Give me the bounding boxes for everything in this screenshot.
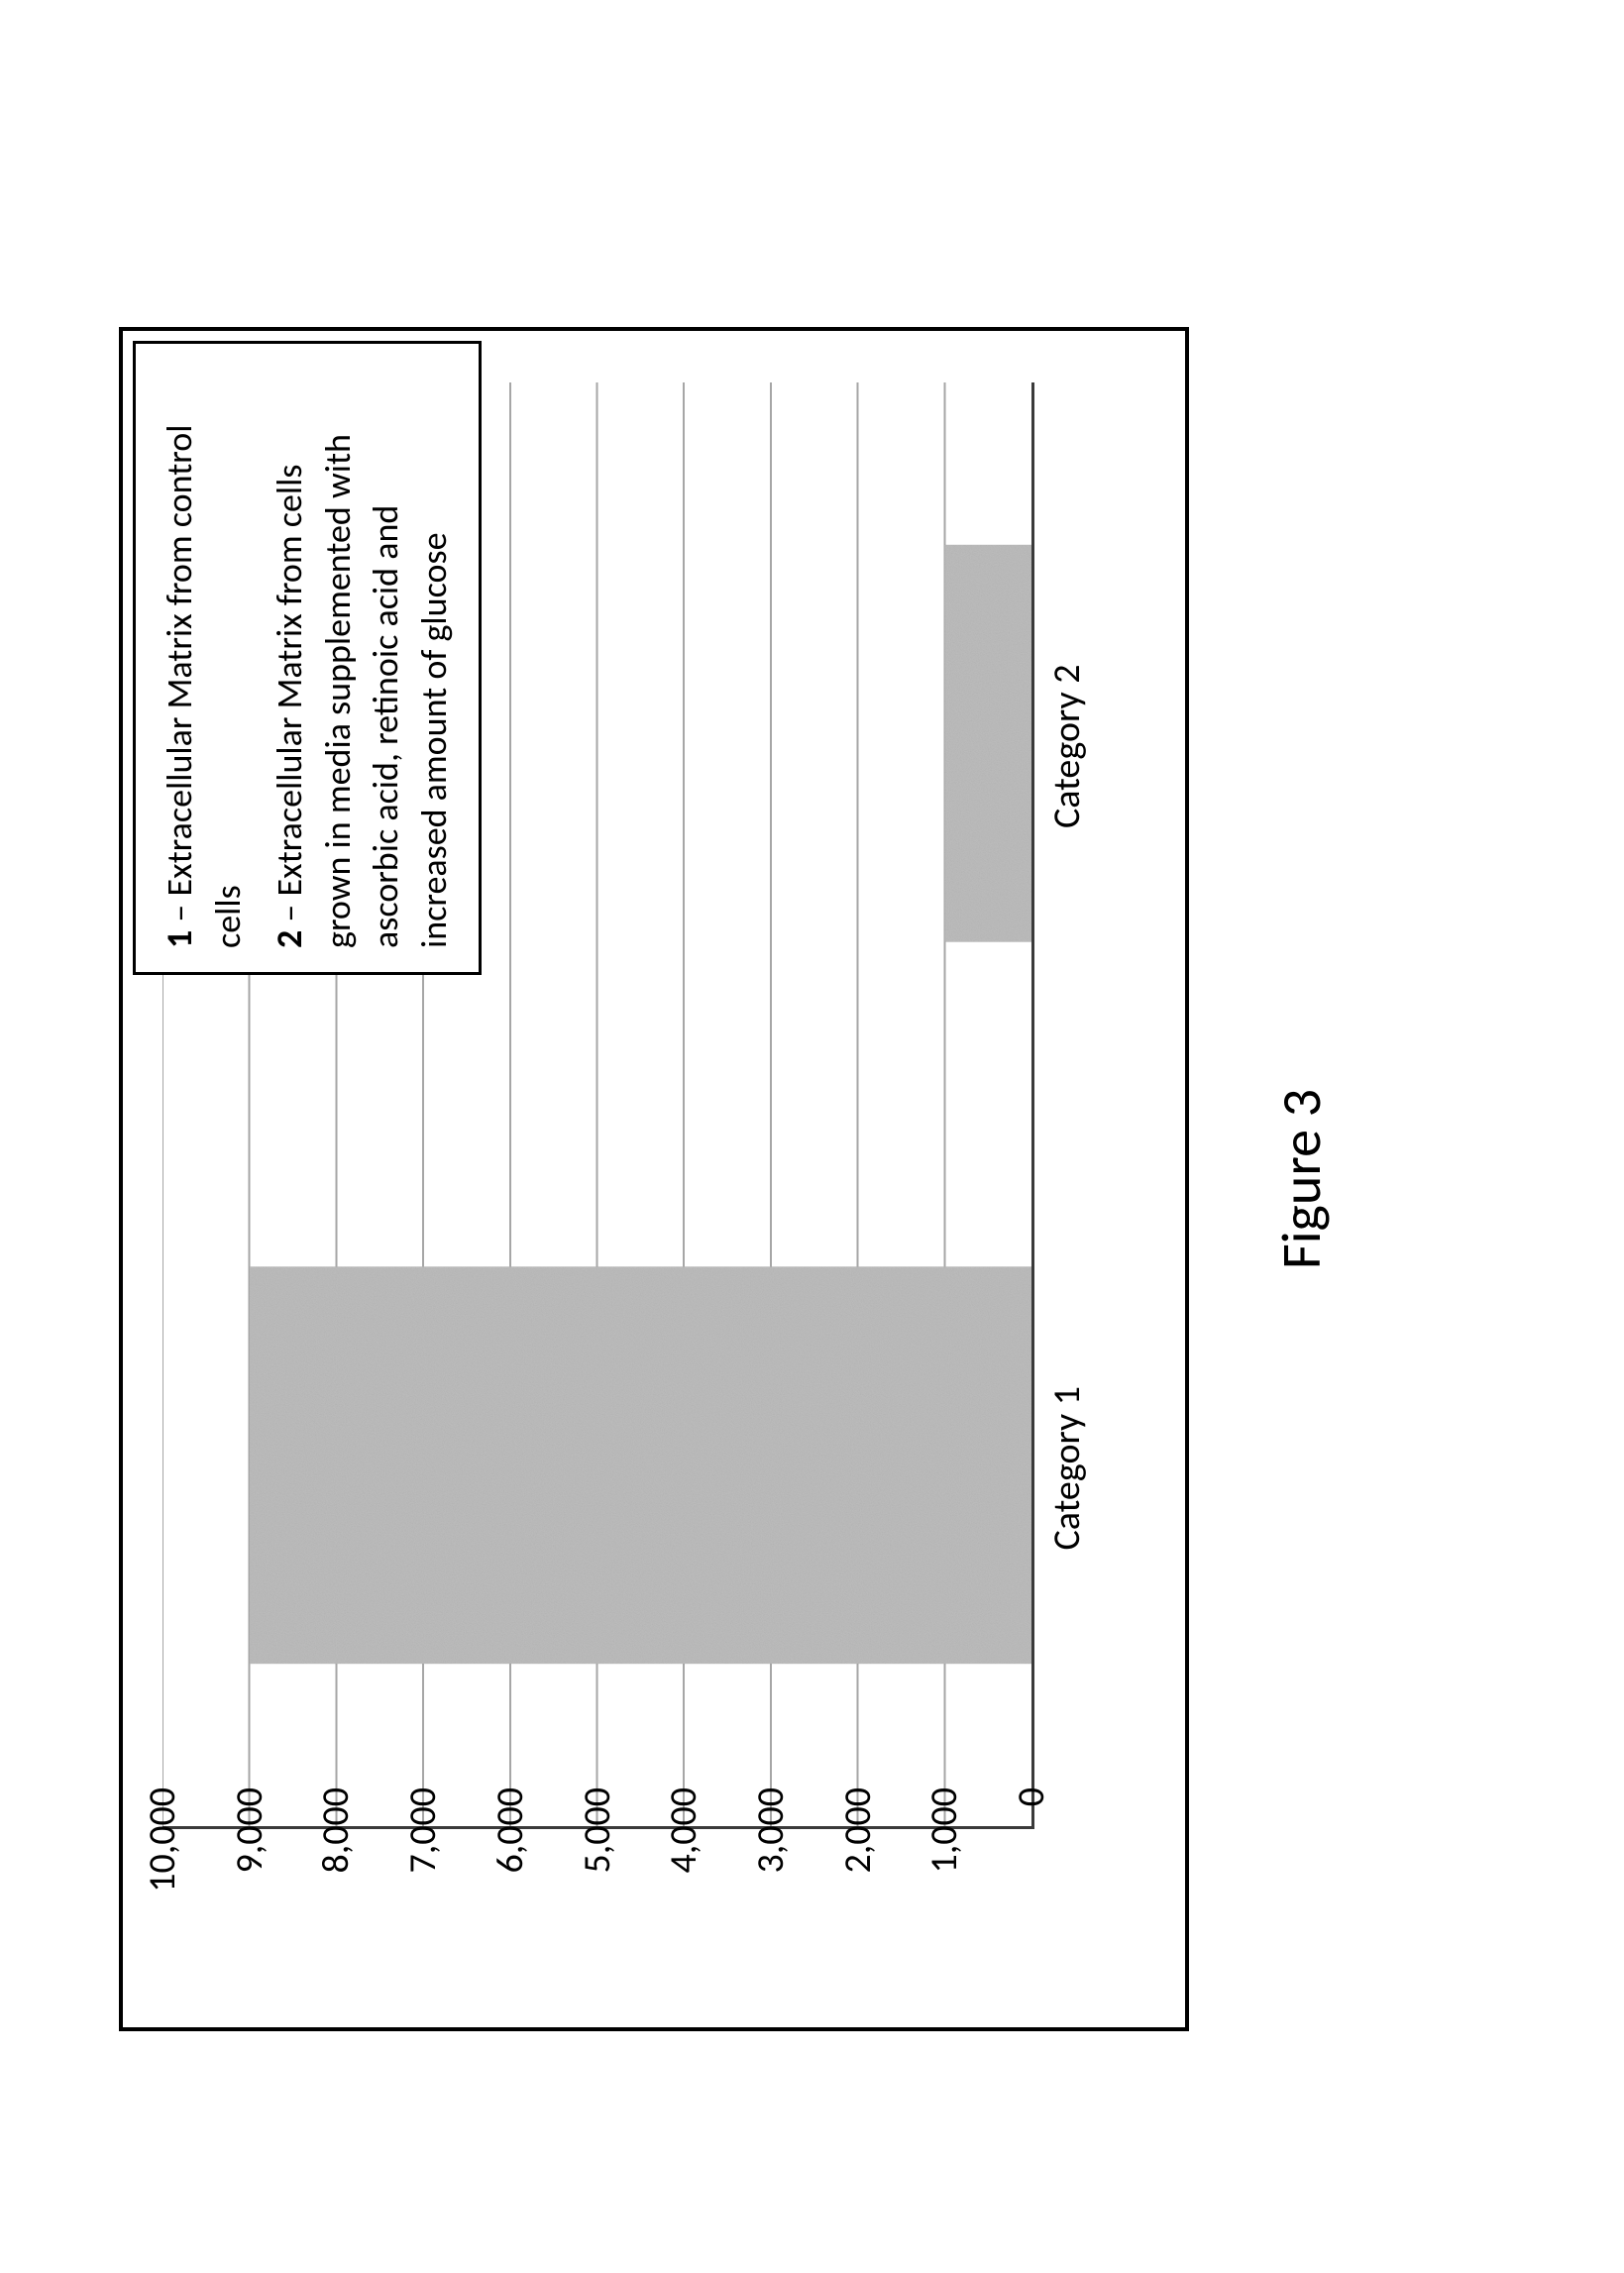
y-tick-label: 1,000 (921, 1787, 967, 1976)
bar-texture (250, 1266, 1031, 1664)
y-tick-label: 10,000 (140, 1787, 185, 1976)
legend-box: 1 – Extracellular Matrix from control ce… (133, 341, 482, 975)
legend-entry-1-text: – Extracellular Matrix from control cell… (158, 424, 250, 948)
y-tick-label: 6,000 (487, 1787, 533, 1976)
y-tick-label: 2,000 (835, 1787, 881, 1976)
y-tick-label: 4,000 (661, 1787, 706, 1976)
bar-texture (944, 545, 1031, 942)
page: 0 1,000 2,000 3,000 4,000 5,000 6,000 7,000 8,00… (0, 0, 1624, 2273)
y-tick-label: 8,000 (313, 1787, 359, 1976)
y-tick-label: 9,000 (227, 1787, 272, 1976)
legend-entry-1-lead: 1 (158, 930, 201, 948)
y-tick-label: 7,000 (400, 1787, 446, 1976)
rotated-figure-group: 0 1,000 2,000 3,000 4,000 5,000 6,000 7,000 8,00… (119, 149, 1486, 2031)
y-tick-label: 3,000 (748, 1787, 794, 1976)
chart-panel: 0 1,000 2,000 3,000 4,000 5,000 6,000 7,000 8,00… (119, 327, 1189, 2031)
x-category-label: Category 2 (1044, 665, 1090, 829)
figure-caption: Figure 3 (1268, 327, 1336, 2031)
legend-entry-1: 1 – Extracellular Matrix from control ce… (156, 368, 252, 948)
legend-entry-2-lead: 2 (268, 930, 311, 948)
legend-entry-2-text: – Extracellular Matrix from cells grown … (268, 434, 456, 948)
y-tick-label: 0 (1009, 1787, 1054, 1976)
x-category-label: Category 1 (1044, 1386, 1090, 1551)
y-tick-label: 5,000 (575, 1787, 620, 1976)
legend-entry-2: 2 – Extracellular Matrix from cells grow… (266, 368, 458, 948)
